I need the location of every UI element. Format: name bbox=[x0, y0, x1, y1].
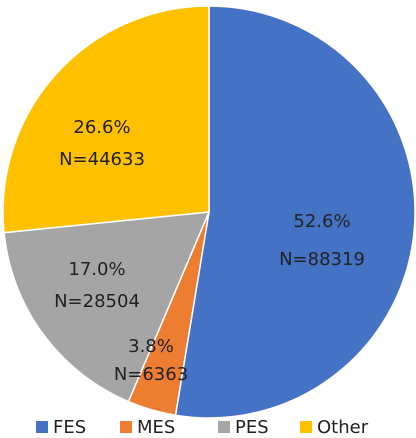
legend-swatch bbox=[300, 421, 312, 433]
legend-swatch bbox=[218, 421, 230, 433]
legend-label: MES bbox=[137, 417, 175, 438]
value-label: 17.0% bbox=[68, 259, 125, 280]
pie-slice bbox=[2, 5, 210, 234]
count-label: N=28504 bbox=[54, 291, 140, 312]
value-label: 52.6% bbox=[293, 211, 350, 232]
pie-slice bbox=[3, 211, 211, 403]
legend-label: FES bbox=[53, 417, 86, 438]
legend-swatch bbox=[120, 421, 132, 433]
value-label: 3.8% bbox=[128, 336, 174, 357]
value-label: 26.6% bbox=[73, 117, 130, 138]
pie-slice bbox=[174, 5, 416, 419]
count-label: N=88319 bbox=[279, 249, 365, 270]
legend-label: Other bbox=[317, 417, 369, 438]
count-label: N=44633 bbox=[59, 149, 145, 170]
legend-swatch bbox=[36, 421, 48, 433]
count-label: N=6363 bbox=[114, 364, 188, 385]
legend-label: PES bbox=[235, 417, 269, 438]
